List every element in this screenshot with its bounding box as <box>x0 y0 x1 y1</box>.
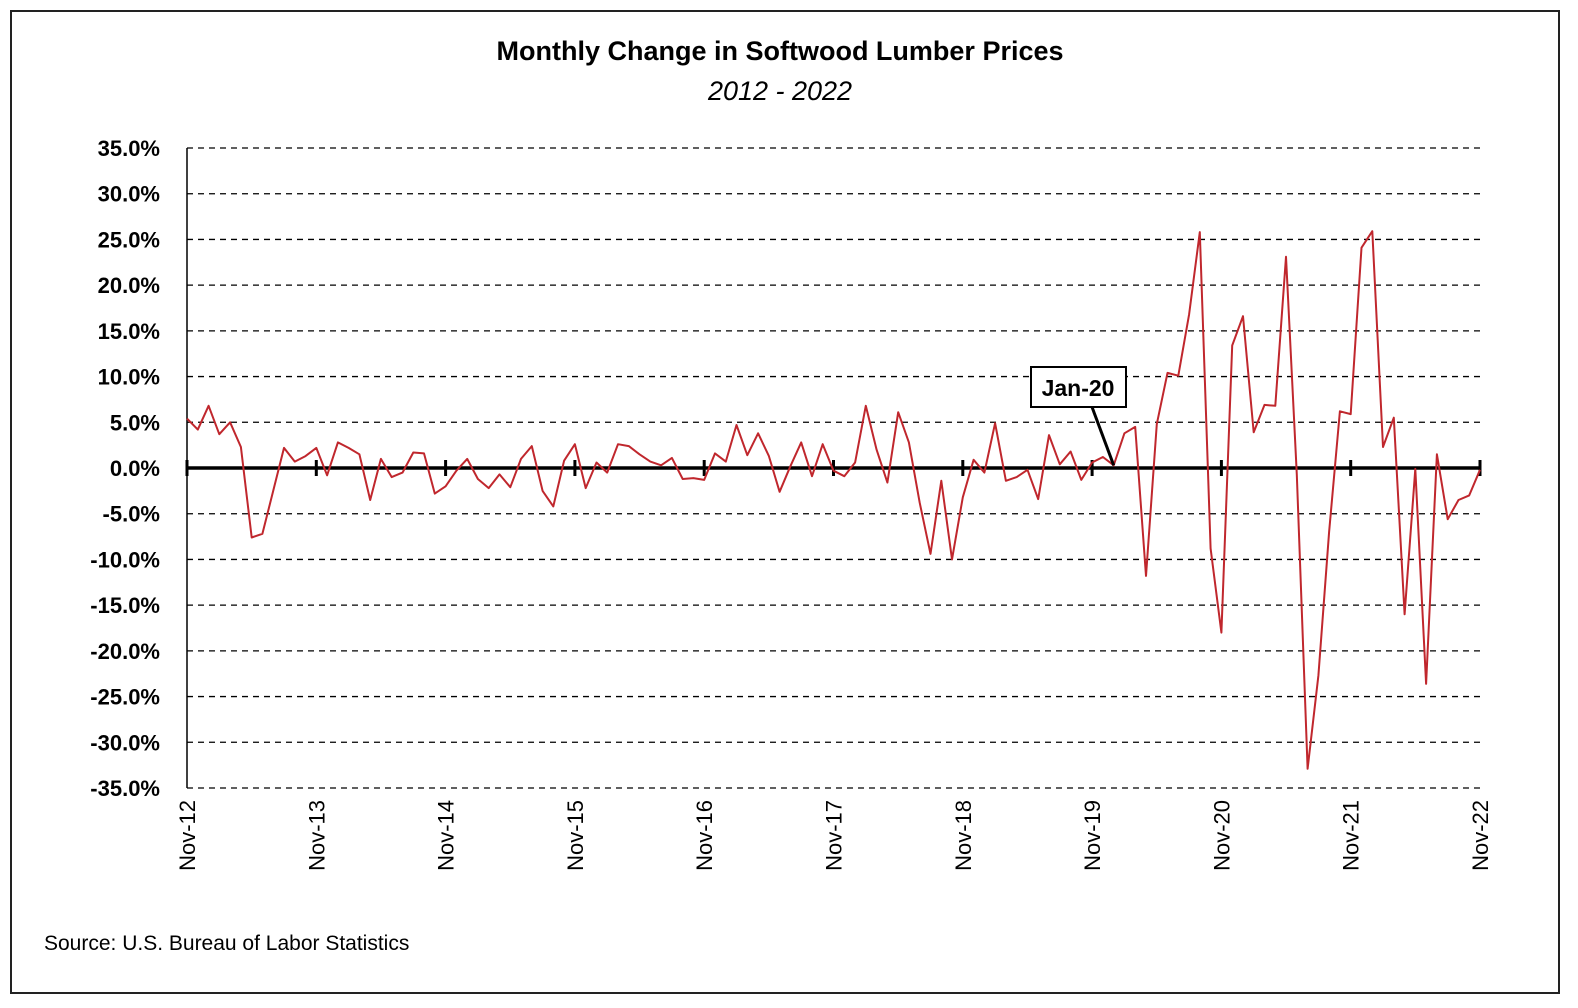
y-tick-label: -20.0% <box>90 639 160 664</box>
chart-title: Monthly Change in Softwood Lumber Prices <box>496 36 1063 66</box>
x-tick-label: Nov-13 <box>304 800 329 871</box>
x-tick-label: Nov-18 <box>951 800 976 871</box>
y-tick-label: 15.0% <box>98 319 160 344</box>
y-tick-label: 25.0% <box>98 227 160 252</box>
chart-frame <box>10 10 1560 994</box>
y-tick-label: -10.0% <box>90 547 160 572</box>
axes <box>185 148 1482 788</box>
y-tick-label: -25.0% <box>90 685 160 710</box>
y-tick-label: -15.0% <box>90 593 160 618</box>
y-tick-label: 10.0% <box>98 365 160 390</box>
x-tick-label: Nov-17 <box>822 800 847 871</box>
y-tick-label: 5.0% <box>110 410 160 435</box>
y-tick-label: -5.0% <box>103 502 160 527</box>
y-axis-tick-labels: 35.0% 30.0% 25.0% 20.0% 15.0% 10.0% 5.0% 0.0% -5… <box>90 136 160 801</box>
x-tick-label: Nov-12 <box>175 800 200 871</box>
x-tick-label: Nov-22 <box>1468 800 1493 871</box>
series-layer <box>186 230 1481 770</box>
series-line <box>186 230 1481 770</box>
x-tick-label: Nov-20 <box>1209 800 1234 871</box>
annotation-label: Jan-20 <box>1042 375 1115 401</box>
annotation-box <box>1030 366 1127 408</box>
x-tick-label: Nov-14 <box>434 800 459 871</box>
annotation: Jan-20 <box>1030 366 1127 466</box>
chart-subtitle: 2012 - 2022 <box>707 76 852 106</box>
y-tick-label: 35.0% <box>98 136 160 161</box>
x-tick-label: Nov-21 <box>1339 800 1364 871</box>
x-tick-label: Nov-15 <box>563 800 588 871</box>
y-tick-label: 30.0% <box>98 182 160 207</box>
x-tick-label: Nov-16 <box>692 800 717 871</box>
y-tick-label: -30.0% <box>90 730 160 755</box>
y-tick-label: 0.0% <box>110 456 160 481</box>
x-tick-label: Nov-19 <box>1080 800 1105 871</box>
source-note: Source: U.S. Bureau of Labor Statistics <box>44 932 409 955</box>
y-tick-label: -35.0% <box>90 776 160 801</box>
annotation-pointer <box>1090 406 1116 466</box>
y-tick-label: 20.0% <box>98 273 160 298</box>
x-axis-tick-labels: Nov-12 Nov-13 Nov-14 Nov-15 Nov-16 Nov-17 Nov-… <box>175 800 1493 871</box>
